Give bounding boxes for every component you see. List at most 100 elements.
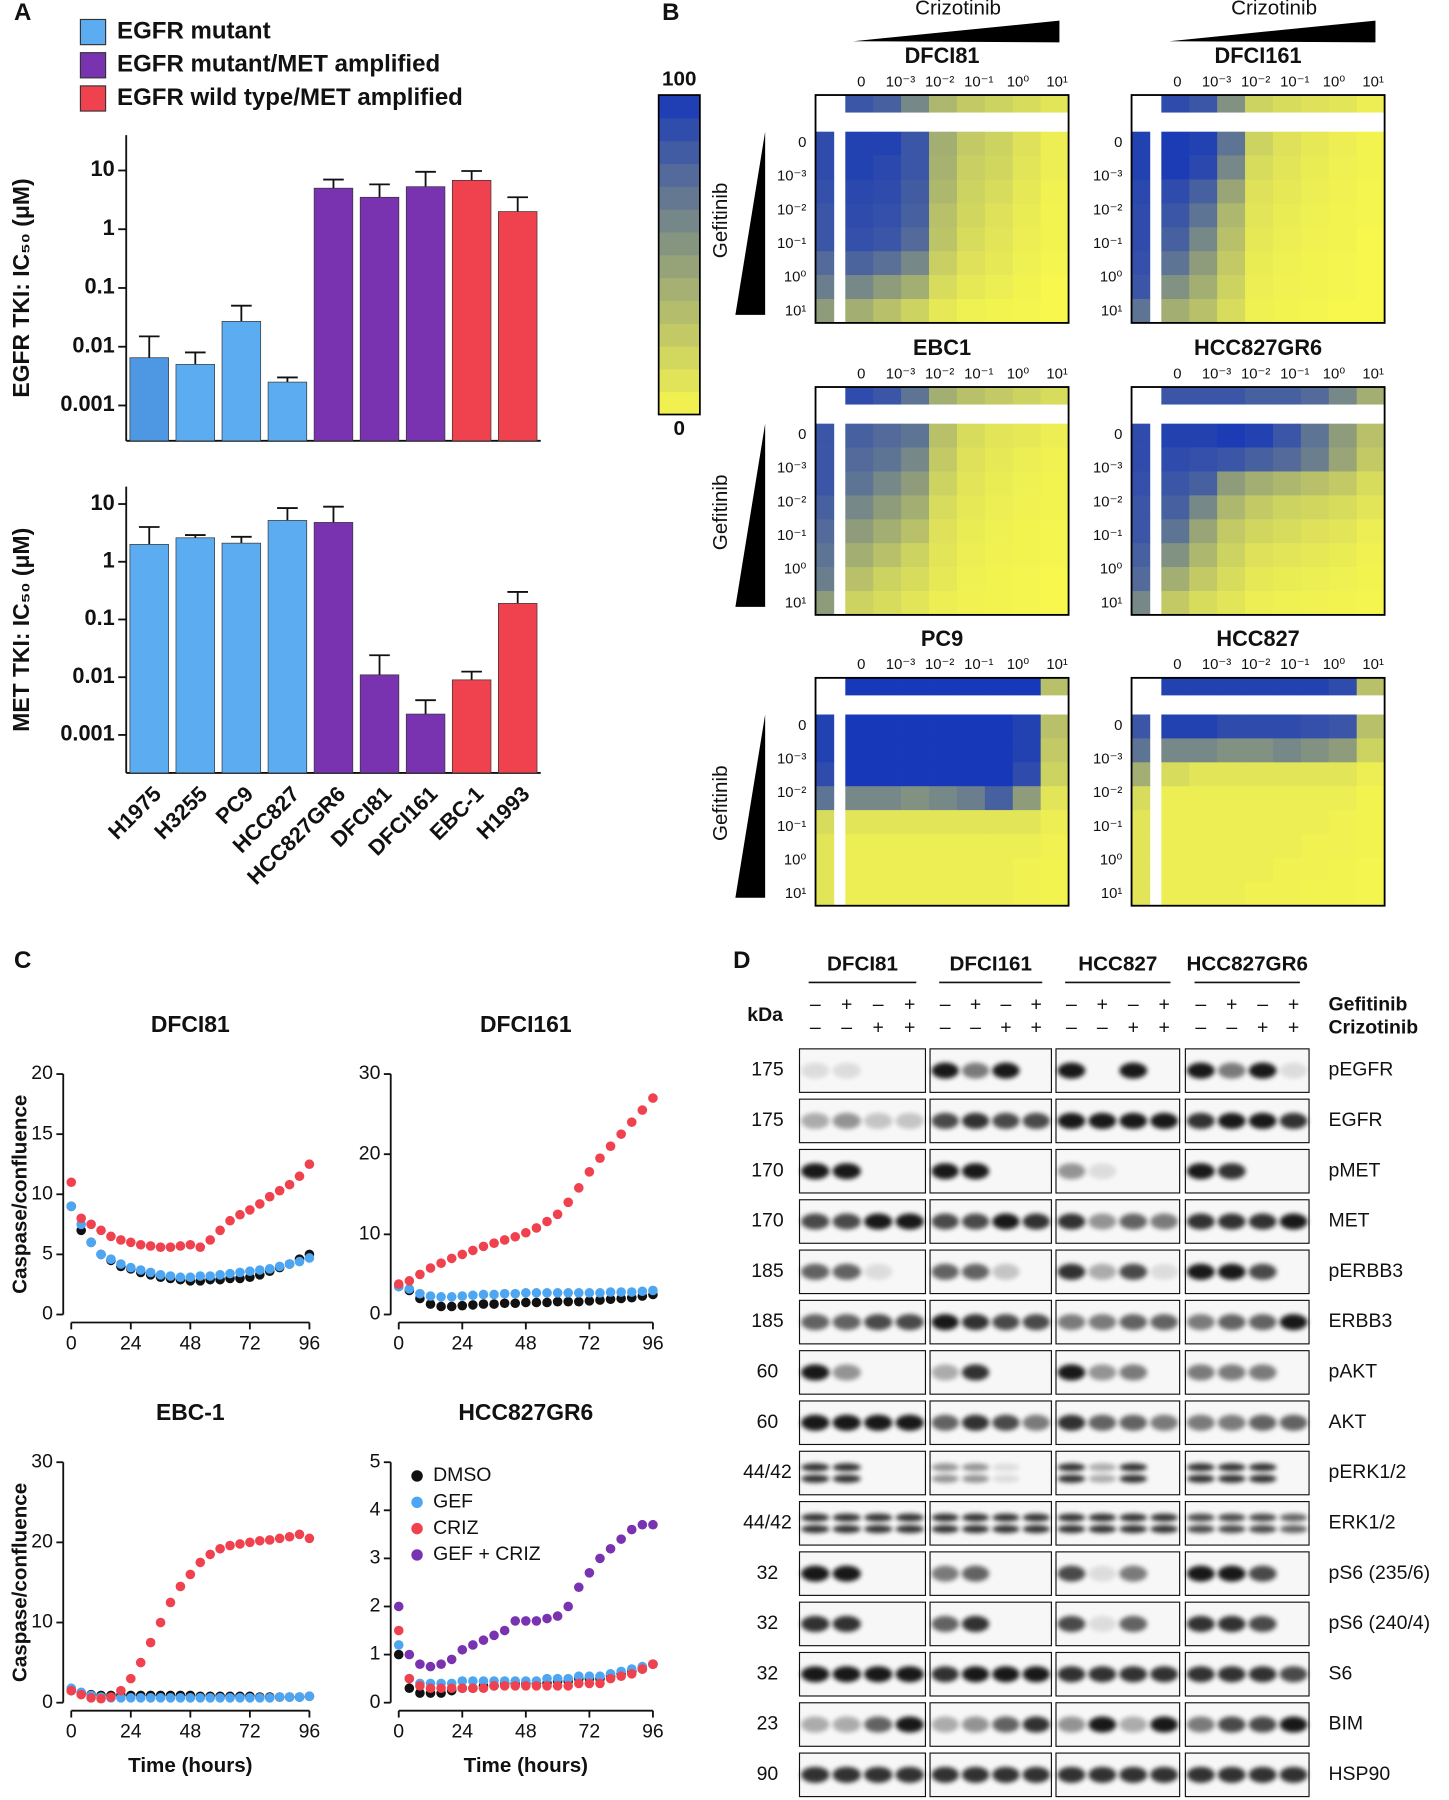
heatmap-cell xyxy=(1012,447,1042,472)
y-axis-title: EGFR TKI: IC₅₀ (μM) xyxy=(8,178,34,397)
heatmap-cell xyxy=(1300,786,1330,811)
blot-band xyxy=(931,1463,959,1472)
data-point xyxy=(284,1692,295,1702)
heatmap-cell xyxy=(1356,857,1385,883)
row-label: 10⁻² xyxy=(1093,785,1122,801)
legend-swatch xyxy=(79,85,107,112)
heatmap-cell xyxy=(1217,387,1246,405)
data-point xyxy=(175,1241,186,1251)
heatmap-cell xyxy=(1040,387,1069,405)
blot-band xyxy=(961,1474,990,1483)
data-point xyxy=(264,1693,275,1703)
heatmap-cell xyxy=(929,95,958,113)
blot-band xyxy=(1248,1112,1277,1129)
legend-swatch xyxy=(79,18,107,46)
heatmap-cell xyxy=(845,203,874,228)
heatmap-cell xyxy=(1040,834,1069,859)
blot-band xyxy=(1217,1213,1246,1230)
heatmap-cell xyxy=(1161,714,1190,739)
data-point xyxy=(205,1549,215,1560)
data-point xyxy=(552,1611,563,1621)
treatment-sign: + xyxy=(904,993,915,1015)
row-label: 10¹ xyxy=(1101,303,1123,319)
col-label: 0 xyxy=(1173,366,1181,382)
heatmap-cell xyxy=(956,714,986,739)
heatmap-cell xyxy=(815,786,835,811)
heatmap-cell xyxy=(1012,714,1042,739)
heatmap-cell xyxy=(845,834,874,859)
data-point xyxy=(573,1288,584,1298)
heatmap-cell xyxy=(1272,131,1302,156)
x-tick-label: 0 xyxy=(66,1721,77,1743)
data-point xyxy=(563,1288,574,1298)
heatmap-cell xyxy=(1245,95,1274,113)
blot-box xyxy=(1184,1500,1310,1546)
treatment-label: Crizotinib xyxy=(1329,1016,1419,1038)
heatmap-cell xyxy=(956,275,986,300)
blot-band xyxy=(1119,1525,1148,1534)
blot-band xyxy=(1088,1474,1117,1483)
heatmap-cell xyxy=(1300,495,1330,520)
blot-band xyxy=(1119,1513,1148,1522)
blot-band xyxy=(895,1414,924,1431)
data-point xyxy=(552,1296,563,1307)
heatmap-cell xyxy=(956,251,986,276)
blot-band xyxy=(1150,1513,1179,1522)
x-tick-label: 24 xyxy=(451,1721,473,1743)
heatmap-cell xyxy=(1272,447,1302,472)
data-point xyxy=(404,1673,415,1684)
heatmap-cell xyxy=(1217,203,1246,228)
data-point xyxy=(235,1209,245,1220)
blot-band xyxy=(1022,1513,1050,1522)
heatmap-cell xyxy=(1300,131,1330,156)
x-tick-label: 72 xyxy=(579,1332,601,1354)
blot-band xyxy=(961,1766,990,1783)
y-tick-label: 4 xyxy=(370,1498,381,1520)
heatmap-cell xyxy=(984,275,1014,300)
heatmap-cell xyxy=(1131,834,1151,859)
blot-band xyxy=(832,1263,861,1280)
panel-label: A xyxy=(14,0,31,26)
data-point xyxy=(185,1272,196,1283)
heatmap-cell xyxy=(1189,95,1218,113)
data-point xyxy=(393,1640,404,1650)
x-tick-label: 24 xyxy=(451,1332,473,1354)
bar xyxy=(175,537,215,774)
data-point xyxy=(648,1093,658,1103)
blot-band xyxy=(864,1213,893,1230)
blot-band xyxy=(895,1716,924,1733)
data-point xyxy=(264,1535,275,1545)
blot-band xyxy=(895,1666,924,1683)
heatmap-cell xyxy=(1217,131,1246,156)
heatmap-cell xyxy=(845,95,874,113)
heatmap-cell xyxy=(929,857,958,883)
col-label: 10⁻² xyxy=(1241,366,1270,382)
blot-band xyxy=(1088,1513,1117,1522)
heatmap-cell xyxy=(1245,714,1274,739)
heatmap-cell xyxy=(1040,786,1069,811)
data-point xyxy=(457,1300,468,1311)
heatmap-title: DFCI161 xyxy=(1215,43,1302,68)
data-point xyxy=(205,1693,215,1703)
heatmap-cell xyxy=(845,857,874,883)
blot-band xyxy=(1057,1314,1086,1331)
heatmap-cell xyxy=(815,471,835,496)
blot-band xyxy=(1119,1414,1148,1431)
treatment-sign: – xyxy=(873,993,884,1015)
data-point xyxy=(425,1661,436,1672)
blot-band xyxy=(1119,1716,1148,1733)
data-point xyxy=(637,1286,648,1297)
heatmap-cell xyxy=(1300,179,1330,204)
data-point xyxy=(66,1685,77,1696)
heatmap-cell xyxy=(873,179,902,204)
heatmap-cell xyxy=(1245,155,1274,180)
data-point xyxy=(521,1288,531,1298)
heatmap-cell xyxy=(1161,471,1190,496)
heatmap-cell xyxy=(1328,179,1358,204)
blot-band xyxy=(1186,1163,1215,1180)
data-point xyxy=(245,1537,255,1548)
blot-band xyxy=(1248,1364,1277,1381)
x-tick-label: 72 xyxy=(239,1721,261,1743)
data-point xyxy=(165,1693,176,1703)
blot-band xyxy=(1248,1314,1277,1331)
